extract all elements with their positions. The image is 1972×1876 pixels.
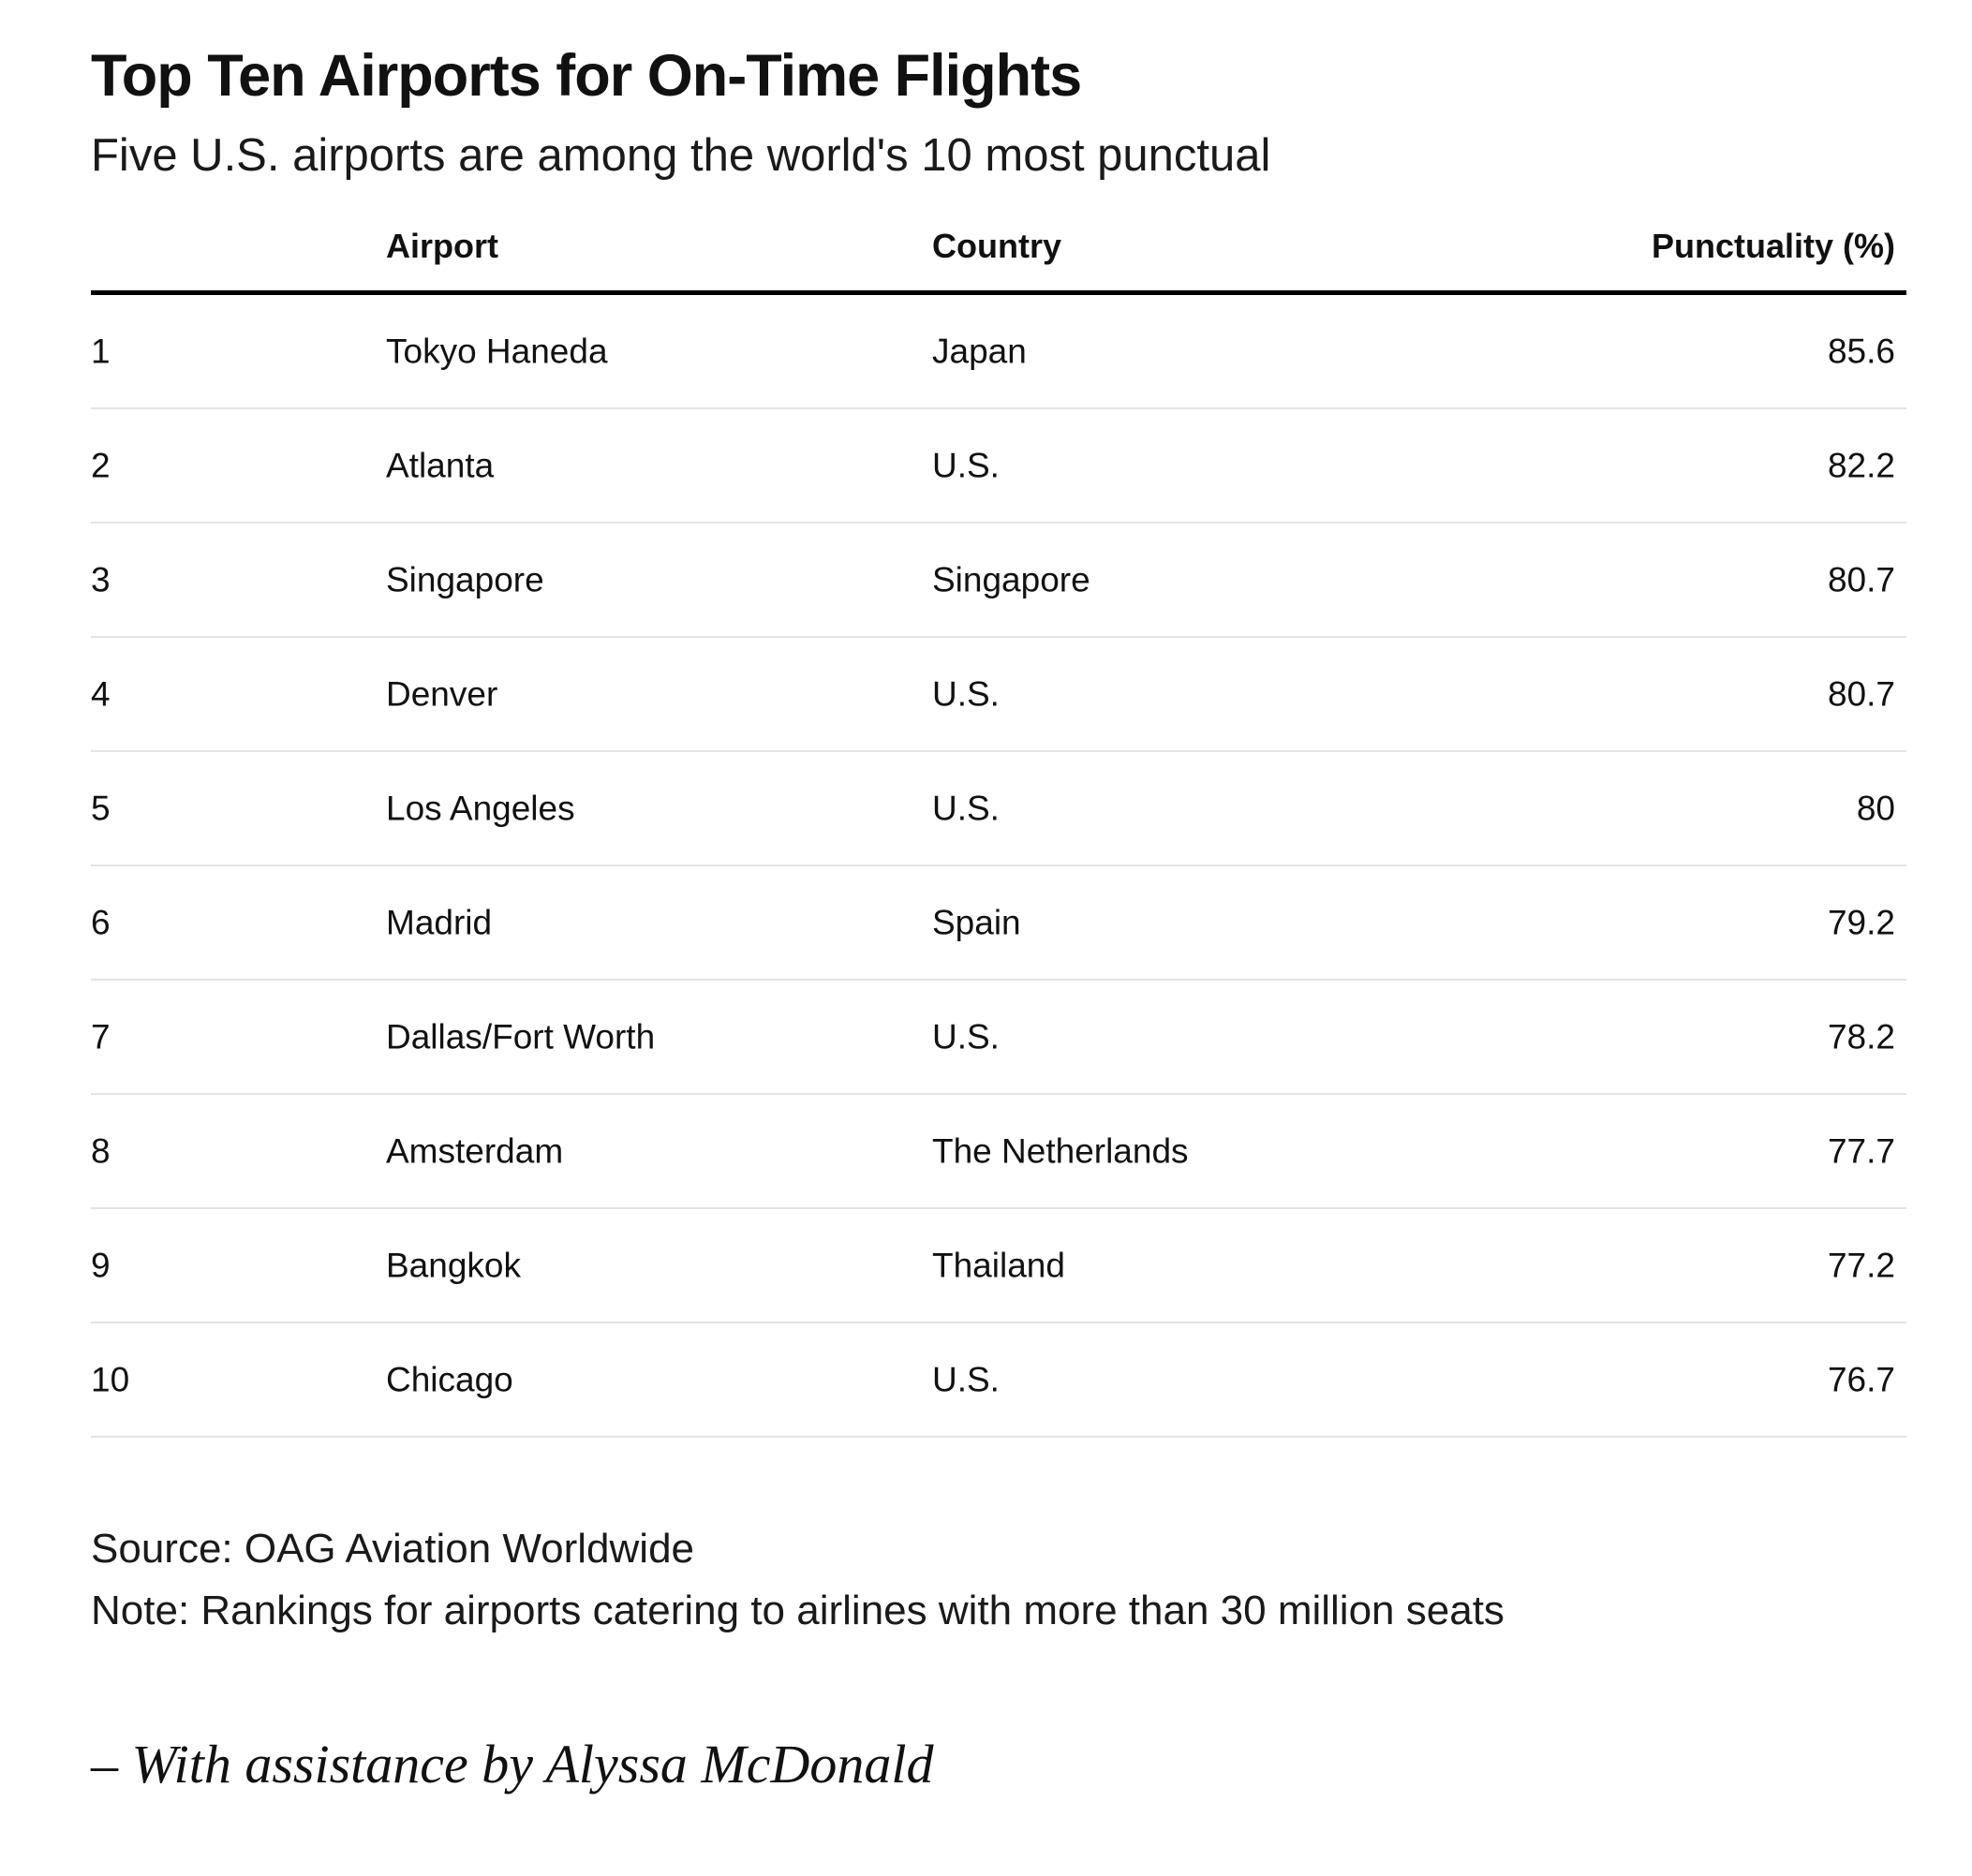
rank-cell: 9 [91,1246,111,1285]
airport-cell: Bangkok [386,1246,521,1285]
rank-cell: 7 [91,1017,111,1056]
chart-subtitle: Five U.S. airports are among the world's… [91,130,1271,181]
airport-cell: Los Angeles [386,789,575,828]
footnote: Note: Rankings for airports catering to … [91,1588,1505,1633]
header-airport: Airport [386,226,498,265]
punctuality-cell: 77.2 [1827,1246,1895,1285]
source-note: Source: OAG Aviation Worldwide [91,1526,695,1572]
table-row: 4 Denver U.S. 80.7 [91,638,1906,752]
country-cell: Spain [932,903,1021,942]
table-row: 8 Amsterdam The Netherlands 77.7 [91,1095,1906,1209]
country-cell: U.S. [932,446,1000,485]
country-cell: Singapore [932,560,1090,599]
table-row: 7 Dallas/Fort Worth U.S. 78.2 [91,981,1906,1095]
table-header-row: Airport Country Punctuality (%) [91,201,1906,295]
punctuality-cell: 80 [1856,789,1895,828]
country-cell: Japan [932,332,1027,371]
chart-title: Top Ten Airports for On-Time Flights [91,43,1082,109]
punctuality-cell: 80.7 [1827,674,1895,714]
rank-cell: 5 [91,789,111,828]
country-cell: U.S. [932,1360,1000,1399]
punctuality-cell: 82.2 [1827,446,1895,485]
airport-cell: Chicago [386,1360,513,1399]
table-row: 3 Singapore Singapore 80.7 [91,524,1906,638]
rank-cell: 4 [91,674,111,714]
airport-cell: Dallas/Fort Worth [386,1017,656,1056]
rank-cell: 2 [91,446,111,485]
country-cell: U.S. [932,789,1000,828]
table-body: 1 Tokyo Haneda Japan 85.6 2 Atlanta U.S. 82.2 3 S… [91,295,1906,1438]
punctuality-cell: 79.2 [1827,903,1895,942]
rank-cell: 10 [91,1360,130,1399]
punctuality-table: Airport Country Punctuality (%) 1 Tokyo H… [91,201,1906,1438]
country-cell: U.S. [932,674,1000,714]
punctuality-cell: 76.7 [1827,1360,1895,1399]
table-row: 2 Atlanta U.S. 82.2 [91,409,1906,524]
airport-cell: Madrid [386,903,493,942]
airport-cell: Tokyo Haneda [386,332,608,371]
airport-cell: Amsterdam [386,1131,564,1171]
header-country: Country [932,226,1061,265]
country-cell: The Netherlands [932,1131,1189,1171]
punctuality-cell: 77.7 [1827,1131,1895,1171]
table-row: 9 Bangkok Thailand 77.2 [91,1209,1906,1323]
author-credit: – With assistance by Alyssa McDonald [91,1734,934,1795]
table-row: 6 Madrid Spain 79.2 [91,866,1906,981]
punctuality-cell: 80.7 [1827,560,1895,599]
rank-cell: 1 [91,332,111,371]
country-cell: Thailand [932,1246,1065,1285]
airport-cell: Atlanta [386,446,495,485]
punctuality-cell: 78.2 [1827,1017,1895,1056]
country-cell: U.S. [932,1017,1000,1056]
airport-cell: Singapore [386,560,544,599]
table-row: 1 Tokyo Haneda Japan 85.6 [91,295,1906,409]
rank-cell: 3 [91,560,111,599]
airport-cell: Denver [386,674,498,714]
rank-cell: 6 [91,903,111,942]
punctuality-cell: 85.6 [1827,332,1895,371]
rank-cell: 8 [91,1131,111,1171]
header-punctuality: Punctuality (%) [1651,226,1895,265]
table-row: 5 Los Angeles U.S. 80 [91,752,1906,866]
table-row: 10 Chicago U.S. 76.7 [91,1323,1906,1438]
